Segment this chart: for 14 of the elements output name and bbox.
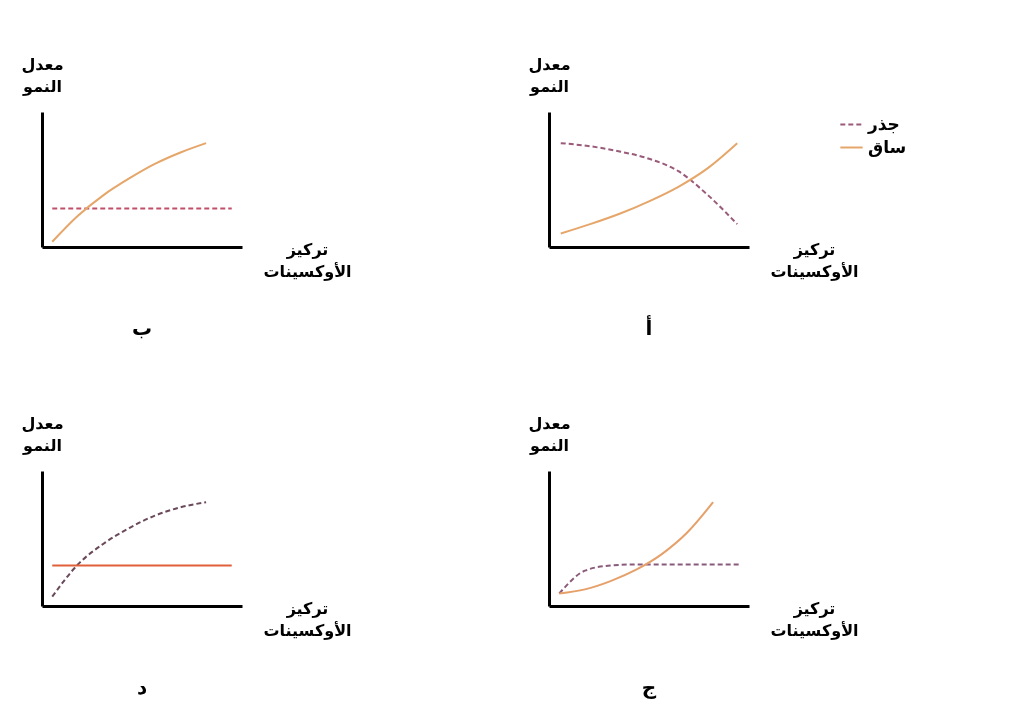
legend-label: جذر (867, 113, 900, 134)
text: د (136, 675, 148, 699)
text: أ (645, 314, 653, 340)
x-axis-title: تركيز الأوكسينات (770, 598, 859, 640)
y-axis-title: معدل النمو (528, 54, 571, 96)
y-axis-title: معدل النمو (21, 54, 64, 96)
legend-label: ساق (868, 136, 907, 157)
y-axis-title: معدل النمو (528, 413, 571, 455)
y-axis-title: معدل النمو (21, 413, 64, 455)
text: ج (641, 675, 657, 699)
text: ب (131, 316, 153, 340)
x-axis-title: تركيز الأوكسينات (263, 598, 352, 640)
x-axis-title: تركيز الأوكسينات (770, 239, 859, 281)
x-axis-title: تركيز الأوكسينات (263, 239, 352, 281)
